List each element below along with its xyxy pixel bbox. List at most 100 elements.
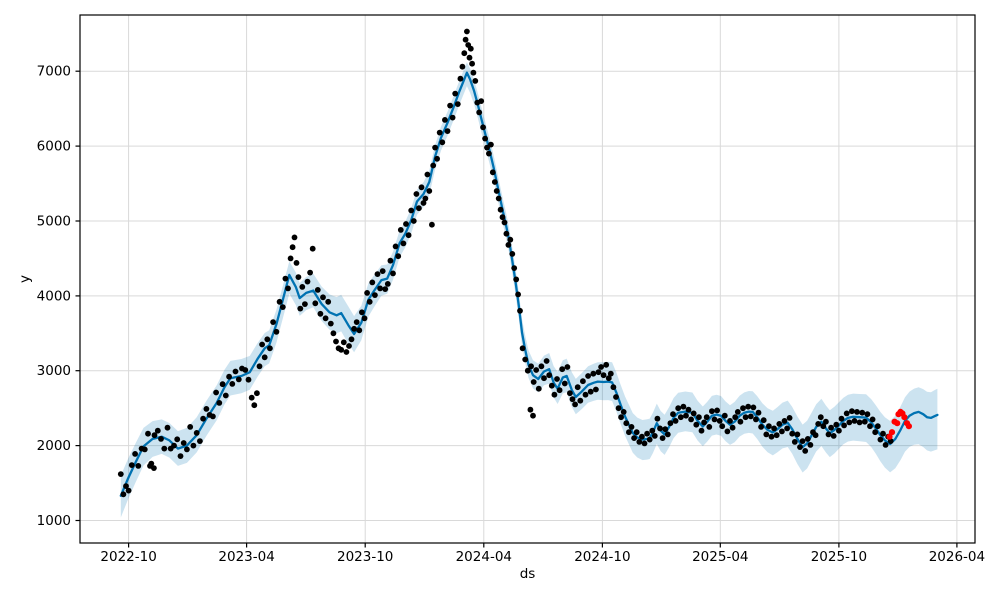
observed-point: [430, 162, 437, 169]
observed-point: [197, 438, 203, 444]
observed-point: [307, 269, 313, 276]
observed-point: [830, 433, 837, 439]
observed-points: [117, 28, 894, 498]
observed-point: [190, 442, 197, 449]
observed-point: [469, 60, 475, 67]
observed-point: [226, 373, 233, 380]
observed-point: [245, 376, 252, 383]
observed-point: [359, 309, 365, 316]
observed-point: [577, 397, 584, 404]
observed-point: [351, 325, 357, 332]
observed-point: [353, 319, 360, 325]
observed-point: [734, 409, 741, 415]
observed-point: [633, 429, 640, 436]
observed-point: [864, 411, 871, 418]
observed-point: [833, 421, 840, 428]
observed-point: [530, 412, 536, 419]
observed-point: [569, 396, 576, 403]
y-axis-title: y: [17, 275, 33, 283]
observed-point: [709, 408, 715, 415]
x-tick-label: 2024-04: [456, 549, 512, 565]
observed-point: [333, 338, 339, 345]
observed-point: [528, 363, 534, 370]
observed-point: [322, 315, 329, 322]
observed-point: [856, 419, 863, 426]
observed-point: [561, 380, 568, 387]
observed-point: [825, 431, 832, 438]
observed-point: [466, 54, 473, 61]
observed-point: [605, 375, 612, 382]
observed-point: [374, 271, 381, 277]
observed-point: [846, 419, 853, 426]
observed-point: [721, 412, 728, 419]
observed-point: [820, 423, 827, 430]
observed-point: [372, 292, 378, 298]
observed-point: [789, 430, 796, 437]
observed-point: [667, 420, 674, 427]
observed-point: [413, 191, 420, 197]
observed-point: [582, 391, 589, 398]
highlighted-points: [886, 408, 913, 440]
observed-point: [786, 415, 793, 421]
observed-point: [572, 401, 578, 408]
observed-point: [559, 366, 566, 373]
observed-point: [781, 418, 788, 424]
observed-point: [620, 409, 627, 415]
observed-point: [872, 429, 879, 436]
observed-point: [740, 405, 746, 412]
observed-point: [135, 463, 142, 469]
observed-point: [812, 432, 819, 439]
observed-point: [442, 117, 448, 123]
observed-point: [729, 424, 736, 431]
x-tick-label: 2022-10: [100, 549, 156, 565]
observed-point: [548, 382, 555, 389]
x-tick-label: 2023-10: [337, 549, 393, 565]
observed-point: [567, 390, 573, 397]
observed-point: [287, 255, 294, 262]
observed-point: [210, 413, 216, 420]
observed-point: [509, 251, 516, 257]
observed-point: [513, 276, 520, 283]
observed-point: [499, 214, 506, 221]
observed-point: [384, 281, 391, 287]
observed-point: [488, 141, 494, 148]
observed-point: [330, 330, 337, 337]
observed-point: [472, 78, 479, 84]
observed-point: [794, 431, 801, 438]
observed-point: [543, 358, 550, 364]
observed-point: [400, 240, 407, 247]
observed-point: [607, 370, 614, 377]
observed-point: [823, 418, 829, 425]
observed-point: [439, 139, 446, 146]
observed-point: [416, 205, 422, 212]
observed-point: [242, 367, 249, 373]
observed-point: [340, 339, 347, 346]
observed-point: [517, 307, 523, 314]
y-tick-label: 7000: [37, 64, 71, 80]
observed-point: [410, 218, 417, 224]
observed-point: [802, 448, 809, 454]
observed-point: [530, 379, 537, 385]
y-tick-label: 3000: [37, 363, 71, 379]
observed-point: [491, 179, 498, 185]
observed-point: [325, 298, 332, 305]
observed-point: [519, 345, 526, 352]
observed-point: [148, 460, 155, 467]
observed-point: [501, 219, 508, 226]
observed-point: [595, 369, 602, 376]
observed-point: [216, 400, 223, 406]
observed-point: [343, 349, 350, 355]
observed-point: [593, 386, 599, 393]
observed-point: [779, 428, 785, 435]
observed-point: [851, 418, 858, 424]
y-tick-label: 4000: [37, 288, 71, 304]
observed-point: [261, 354, 268, 361]
observed-point: [742, 414, 749, 421]
x-tick-label: 2024-10: [574, 549, 630, 565]
observed-point: [285, 285, 291, 292]
y-axis-ticks: 1000 2000 3000 4000 5000 6000 7000: [37, 64, 80, 529]
observed-point: [859, 409, 866, 416]
observed-point: [784, 425, 790, 432]
observed-point: [184, 446, 190, 453]
observed-point: [203, 406, 210, 412]
